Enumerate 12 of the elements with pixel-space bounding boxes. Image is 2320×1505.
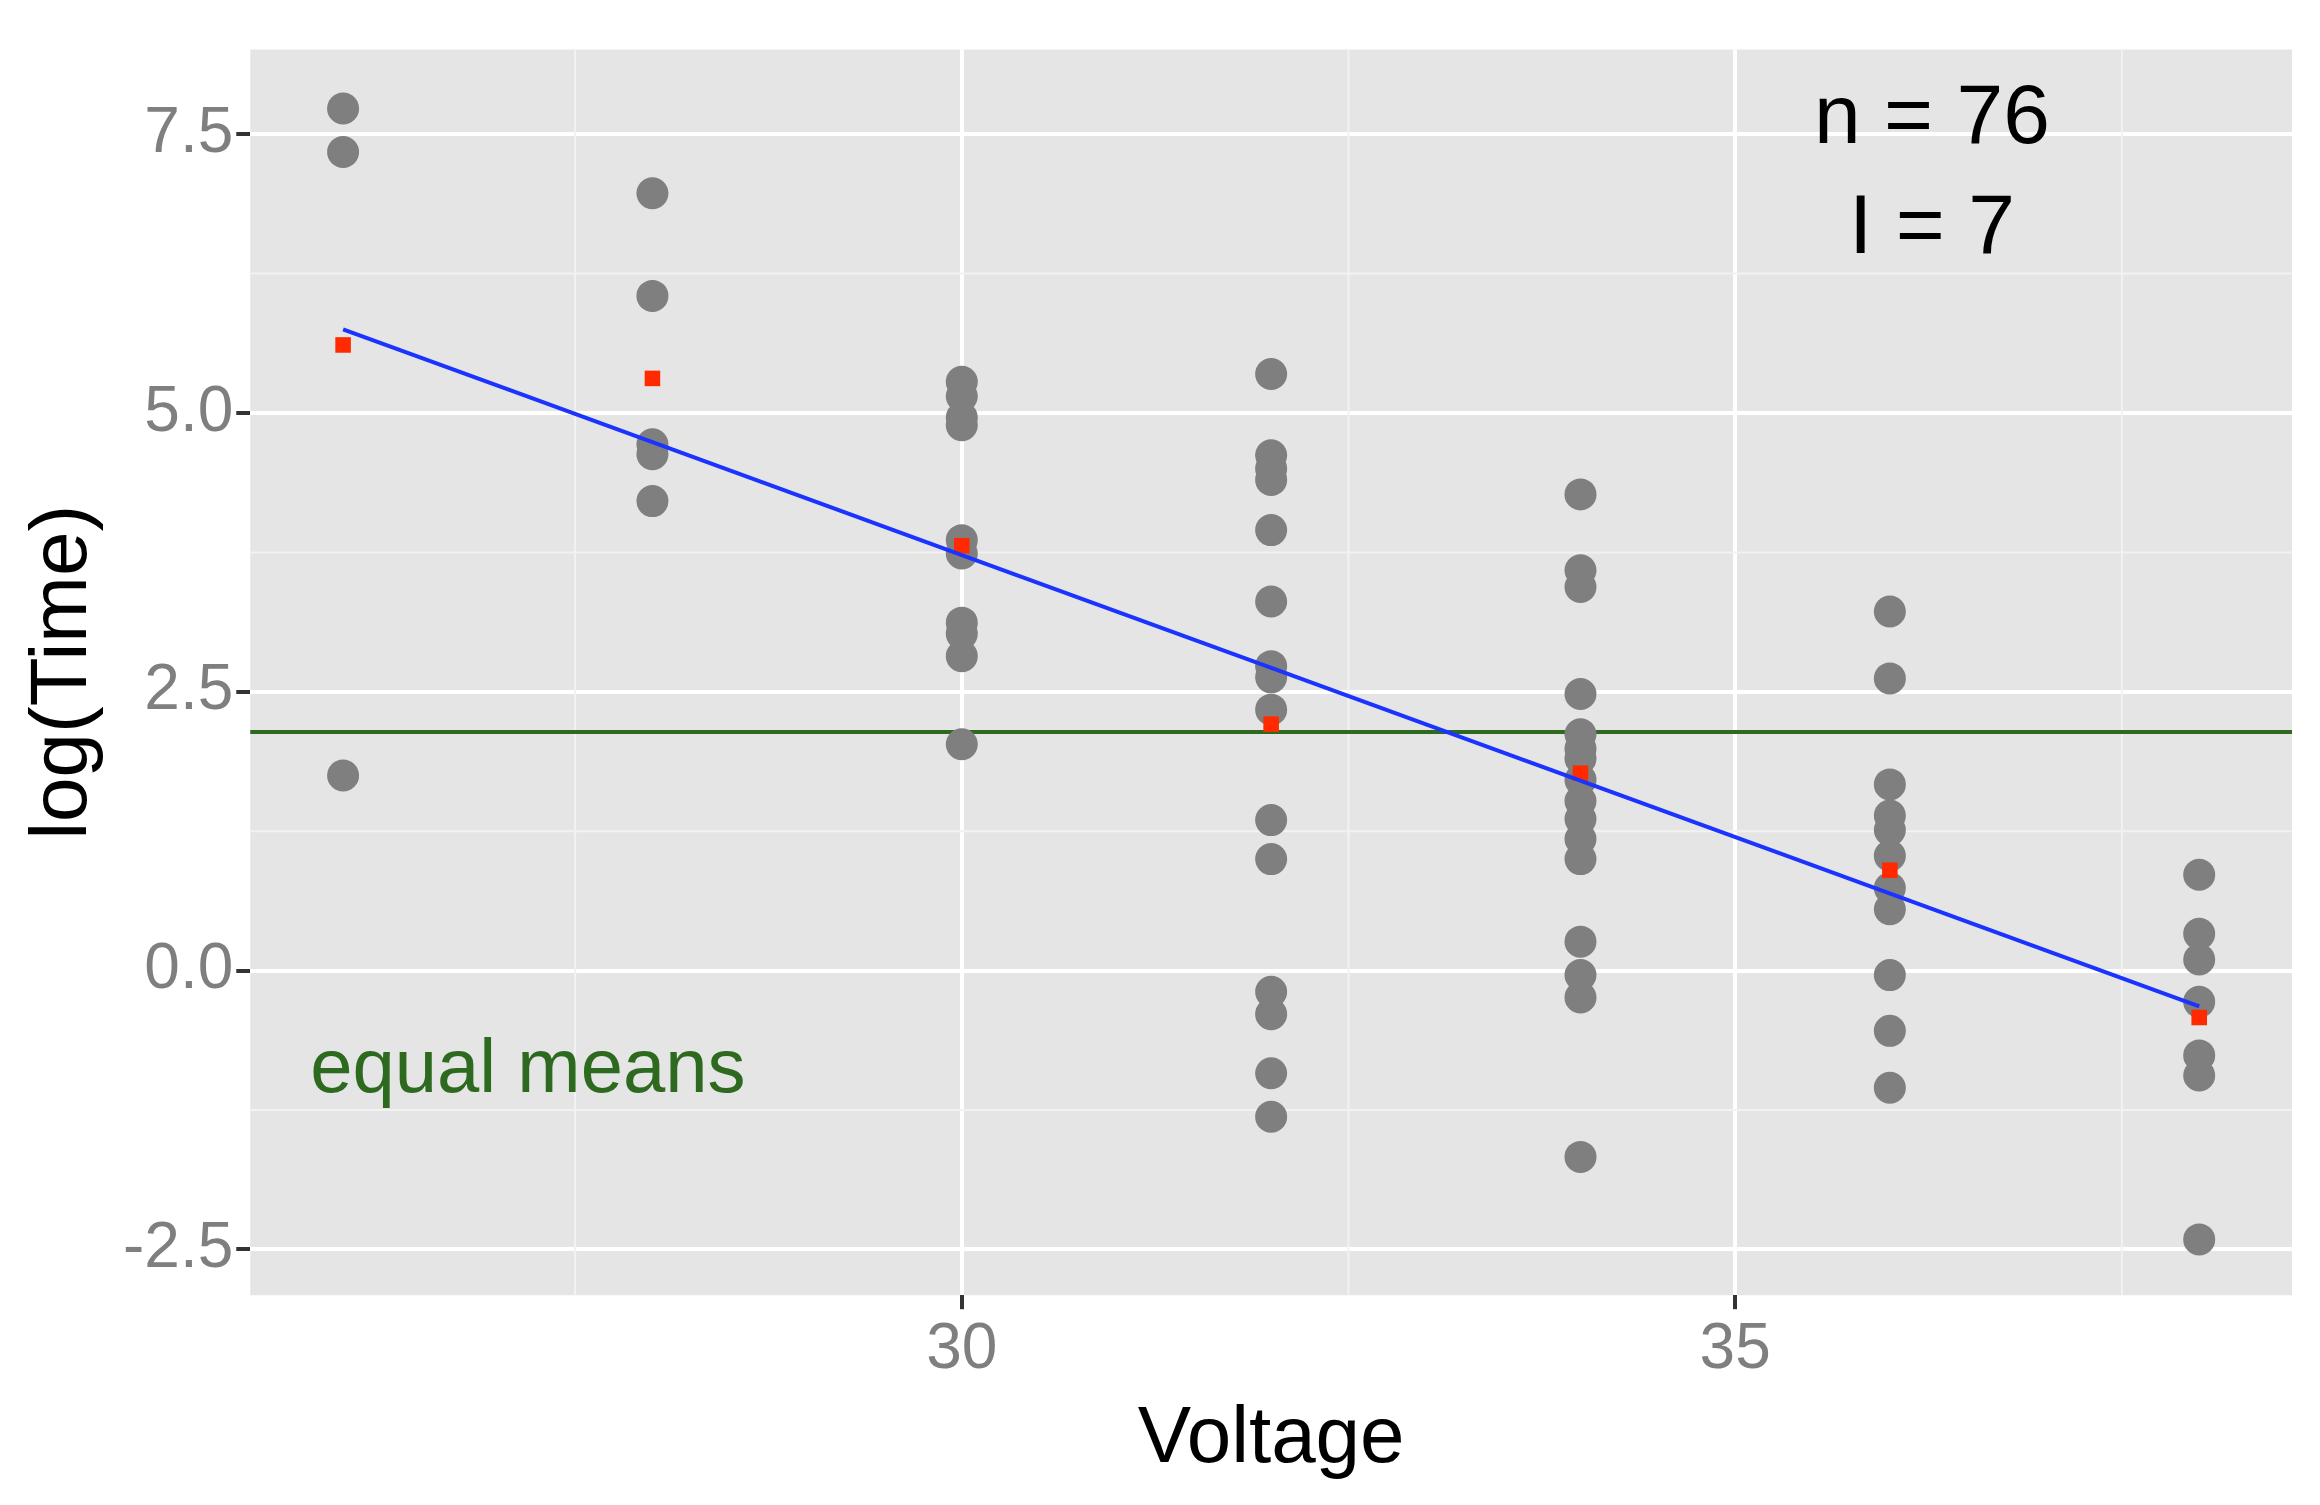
- y-tick-label: 5.0: [144, 372, 234, 445]
- y-axis-title: log(Time): [14, 504, 104, 840]
- annotation: I = 7: [1849, 176, 2015, 271]
- y-tick-label: 2.5: [144, 651, 234, 724]
- y-tick-label: 7.5: [144, 93, 234, 166]
- x-tick-label: 35: [1699, 1310, 1771, 1383]
- x-tick-label: 30: [926, 1310, 998, 1383]
- ref-line-label: equal means: [310, 1022, 746, 1108]
- annotation: n = 76: [1814, 66, 2050, 161]
- y-tick-label: -2.5: [123, 1209, 234, 1282]
- y-tick-label: 0.0: [144, 930, 234, 1003]
- x-axis-title: Voltage: [1137, 1390, 1405, 1480]
